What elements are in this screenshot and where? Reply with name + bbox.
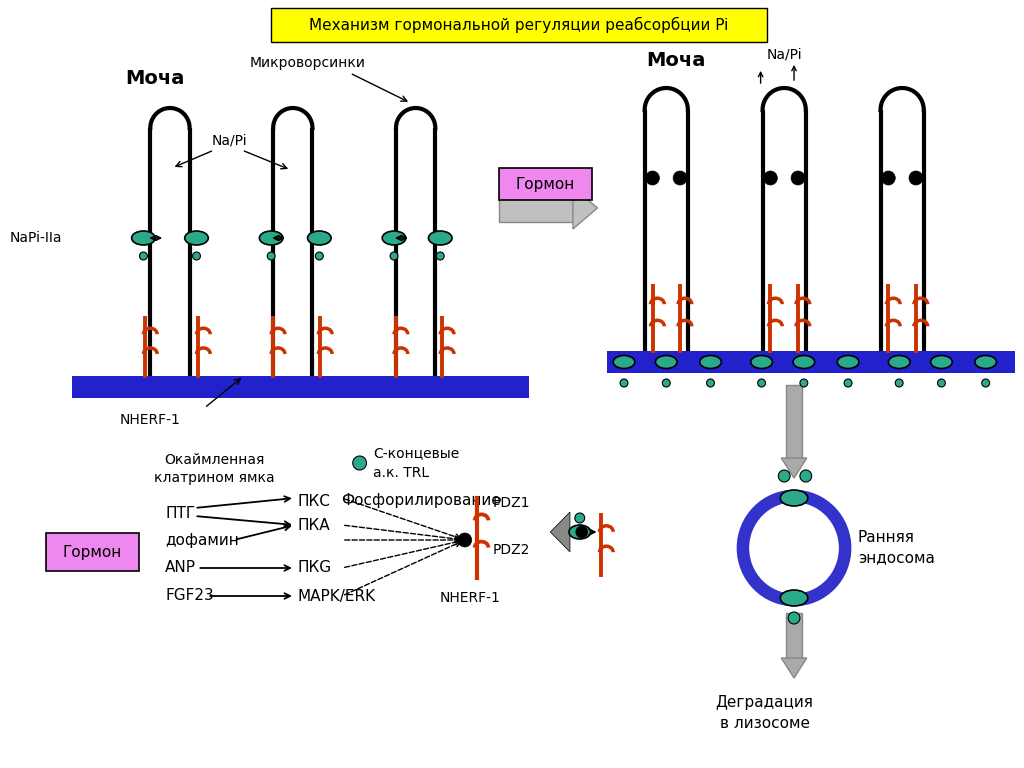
- Circle shape: [267, 252, 275, 260]
- Text: MAPK/ERK: MAPK/ERK: [298, 588, 376, 604]
- Circle shape: [352, 456, 367, 470]
- Circle shape: [938, 379, 945, 387]
- Circle shape: [844, 379, 852, 387]
- Circle shape: [758, 379, 766, 387]
- Text: ПКG: ПКG: [298, 561, 332, 575]
- Text: Моча: Моча: [646, 51, 706, 70]
- Ellipse shape: [307, 231, 331, 245]
- Circle shape: [574, 513, 585, 523]
- Ellipse shape: [699, 356, 721, 369]
- Ellipse shape: [751, 356, 772, 369]
- Text: эндосома: эндосома: [858, 551, 935, 565]
- Circle shape: [778, 470, 791, 482]
- Text: ПТГ: ПТГ: [165, 505, 196, 521]
- Ellipse shape: [889, 356, 910, 369]
- Circle shape: [882, 171, 895, 185]
- Text: NHERF-1: NHERF-1: [439, 591, 500, 605]
- Text: PDZ2: PDZ2: [493, 543, 529, 557]
- Ellipse shape: [428, 231, 452, 245]
- Text: NaPi-IIa: NaPi-IIa: [9, 231, 61, 245]
- Text: FGF23: FGF23: [165, 588, 214, 604]
- Ellipse shape: [132, 231, 156, 245]
- Text: Na/Pi: Na/Pi: [766, 48, 802, 62]
- Text: Механизм гормональной регуляции реабсорбции Pi: Механизм гормональной регуляции реабсорб…: [309, 17, 728, 33]
- Ellipse shape: [259, 231, 283, 245]
- Ellipse shape: [184, 231, 208, 245]
- Bar: [72, 376, 528, 398]
- Text: PDZ1: PDZ1: [493, 496, 529, 510]
- Circle shape: [139, 252, 147, 260]
- Text: Моча: Моча: [126, 69, 185, 88]
- Ellipse shape: [793, 356, 815, 369]
- Circle shape: [390, 252, 398, 260]
- Text: Фосфорилирование: Фосфорилирование: [341, 492, 501, 508]
- Circle shape: [764, 171, 777, 185]
- Circle shape: [743, 496, 845, 600]
- Polygon shape: [781, 658, 807, 678]
- Bar: [786, 385, 802, 458]
- FancyBboxPatch shape: [46, 533, 138, 571]
- Circle shape: [458, 533, 472, 547]
- Text: ANP: ANP: [165, 561, 196, 575]
- Ellipse shape: [655, 356, 677, 369]
- Circle shape: [621, 379, 628, 387]
- Text: ПКА: ПКА: [298, 518, 331, 532]
- Text: Окаймленная: Окаймленная: [164, 453, 264, 467]
- Circle shape: [788, 612, 800, 624]
- Text: Na/Pi: Na/Pi: [212, 134, 248, 148]
- Ellipse shape: [780, 590, 808, 606]
- Ellipse shape: [931, 356, 952, 369]
- Polygon shape: [781, 458, 807, 478]
- Text: Микроворсинки: Микроворсинки: [250, 56, 366, 70]
- Circle shape: [645, 171, 659, 185]
- Circle shape: [663, 379, 670, 387]
- Circle shape: [800, 470, 812, 482]
- Text: клатрином ямка: клатрином ямка: [154, 471, 274, 485]
- Circle shape: [800, 379, 808, 387]
- Circle shape: [707, 379, 715, 387]
- Circle shape: [673, 171, 687, 185]
- Text: Гормон: Гормон: [62, 545, 122, 560]
- Ellipse shape: [613, 356, 635, 369]
- Polygon shape: [550, 512, 570, 552]
- Bar: [607, 351, 1015, 373]
- Text: Деградация: Деградация: [716, 696, 813, 710]
- Circle shape: [909, 171, 923, 185]
- Ellipse shape: [569, 525, 591, 539]
- Bar: [786, 613, 802, 658]
- Text: Ранняя: Ранняя: [858, 531, 914, 545]
- Circle shape: [315, 252, 324, 260]
- FancyBboxPatch shape: [271, 8, 767, 42]
- Text: NHERF-1: NHERF-1: [120, 413, 181, 427]
- Text: дофамин: дофамин: [165, 532, 239, 548]
- Text: а.к. TRL: а.к. TRL: [374, 466, 429, 480]
- FancyBboxPatch shape: [499, 168, 592, 200]
- Circle shape: [193, 252, 201, 260]
- Ellipse shape: [780, 490, 808, 506]
- Polygon shape: [572, 187, 597, 229]
- Text: Гормон: Гормон: [516, 177, 575, 191]
- Ellipse shape: [838, 356, 859, 369]
- Circle shape: [895, 379, 903, 387]
- Circle shape: [792, 171, 805, 185]
- Circle shape: [436, 252, 444, 260]
- Text: С-концевые: С-концевые: [374, 446, 460, 460]
- Circle shape: [575, 526, 588, 538]
- Bar: [499, 194, 572, 222]
- Circle shape: [982, 379, 989, 387]
- Text: в лизосоме: в лизосоме: [720, 716, 810, 730]
- Text: ПКС: ПКС: [298, 494, 331, 508]
- Ellipse shape: [382, 231, 406, 245]
- Ellipse shape: [975, 356, 996, 369]
